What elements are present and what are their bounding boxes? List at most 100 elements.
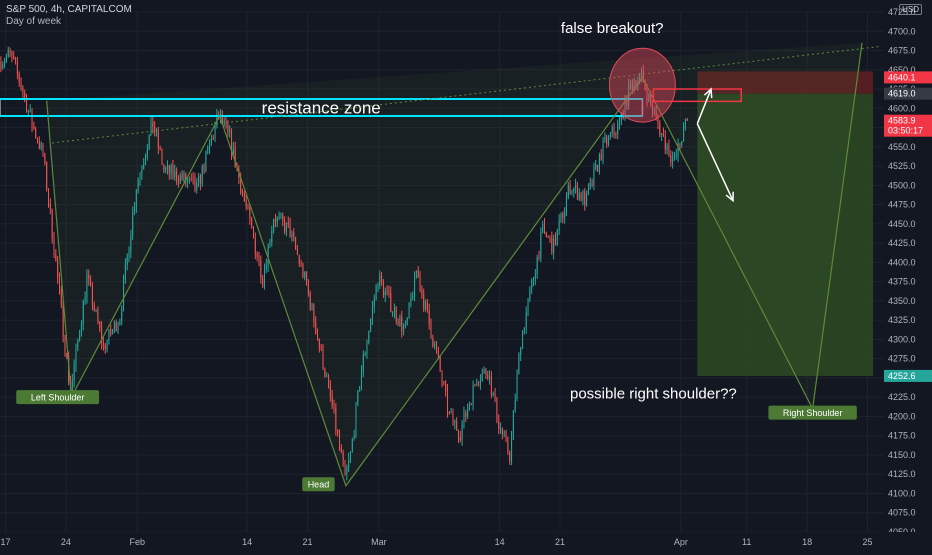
candle-body (554, 238, 556, 245)
candle-body (148, 134, 150, 150)
candle-body (344, 460, 346, 475)
price-axis: 4050.04075.04100.04125.04150.04175.04200… (884, 0, 932, 550)
candle-body (419, 277, 421, 291)
candle-body (249, 208, 251, 219)
candle-body (567, 185, 569, 198)
candle-body (192, 178, 194, 180)
price-tick-label: 4200.0 (888, 411, 916, 421)
candle-body (29, 110, 31, 112)
price-tick-label: 4475.0 (888, 200, 916, 210)
candle-body (271, 230, 273, 243)
candle-body (126, 256, 128, 265)
candle-body (40, 143, 42, 149)
candle-body (684, 118, 686, 124)
time-axis: 17 24 Feb 14 21 Mar 14 21 Apr 11 18 25 (0, 532, 932, 550)
candle-body (615, 133, 617, 135)
candle-body (602, 139, 604, 160)
candle-body (221, 114, 223, 124)
candle-body (395, 307, 397, 322)
candle-body (468, 404, 470, 410)
candle-body (472, 384, 474, 405)
candle-body (258, 257, 260, 260)
candle-body (631, 82, 633, 90)
candle-body (670, 155, 672, 162)
candle-body (5, 56, 7, 62)
candle-body (479, 380, 481, 385)
candle-body (569, 185, 571, 194)
candle-body (346, 467, 348, 475)
candle-body (640, 70, 643, 76)
candle-body (203, 165, 205, 172)
candle-body (620, 113, 622, 121)
candle-body (245, 200, 247, 207)
candle-body (121, 308, 123, 321)
candle-body (254, 238, 256, 254)
candle-body (77, 340, 79, 349)
candle-body (190, 178, 192, 180)
candles (0, 46, 688, 481)
candle-body (545, 232, 547, 238)
time-axis-bg (0, 532, 932, 550)
candle-body (527, 298, 529, 312)
candle-body (113, 322, 115, 330)
candle-body (430, 324, 432, 339)
candle-body (71, 380, 73, 396)
candle-body (47, 189, 50, 204)
currency-label[interactable]: USD (899, 4, 922, 15)
candle-body (428, 310, 430, 325)
candle-body (269, 242, 271, 245)
candle-body (556, 230, 558, 245)
candle-body (267, 244, 269, 266)
candle-body (62, 305, 64, 337)
candle-body (371, 306, 373, 319)
candle-body (481, 373, 483, 381)
candle-body (629, 82, 632, 84)
candle-body (683, 123, 685, 142)
candle-body (441, 370, 443, 383)
candle-body (177, 180, 179, 184)
price-tick-label: 4175.0 (888, 431, 916, 441)
candle-body (44, 154, 46, 163)
candle-body (282, 215, 284, 222)
candle-body (108, 329, 110, 341)
candle-body (362, 355, 364, 372)
false-breakout-label: false breakout? (561, 20, 664, 37)
candle-body (520, 347, 522, 355)
price-tick-label: 4675.0 (888, 46, 916, 56)
candle-body (159, 147, 161, 150)
candle-body (196, 182, 198, 190)
candle-body (595, 164, 597, 170)
price-tick-label: 4075.0 (888, 508, 916, 518)
candle-body (256, 253, 258, 258)
price-tick-label: 4350.0 (888, 296, 916, 306)
candle-body (509, 451, 511, 461)
price-tick-label: 4650.0 (888, 65, 916, 75)
candle-body (492, 394, 494, 396)
candle-body (503, 432, 505, 435)
candle-body (414, 271, 416, 296)
candle-body (296, 248, 298, 255)
price-tick-label: 4500.0 (888, 180, 916, 190)
candle-body (24, 92, 26, 98)
false-breakout-circle (608, 47, 676, 123)
candle-body (360, 371, 362, 390)
candle-body (624, 96, 626, 119)
candle-body (247, 206, 249, 209)
price-tick-label: 4725.0 (888, 7, 916, 17)
price-tag-label: 4252.6 (888, 371, 916, 381)
candle-body (597, 164, 599, 172)
candle-body (284, 221, 286, 233)
candle-body (662, 133, 664, 137)
right-shoulder-question: possible right shoulder?? (570, 386, 737, 403)
candle-body (155, 131, 157, 133)
candle-body (425, 301, 427, 310)
candle-body (403, 326, 405, 331)
candle-body (384, 291, 386, 296)
candle-body (655, 109, 657, 116)
candle-body (452, 412, 454, 423)
candle-body (531, 279, 533, 289)
candle-body (97, 309, 99, 322)
candle-body (648, 93, 650, 102)
